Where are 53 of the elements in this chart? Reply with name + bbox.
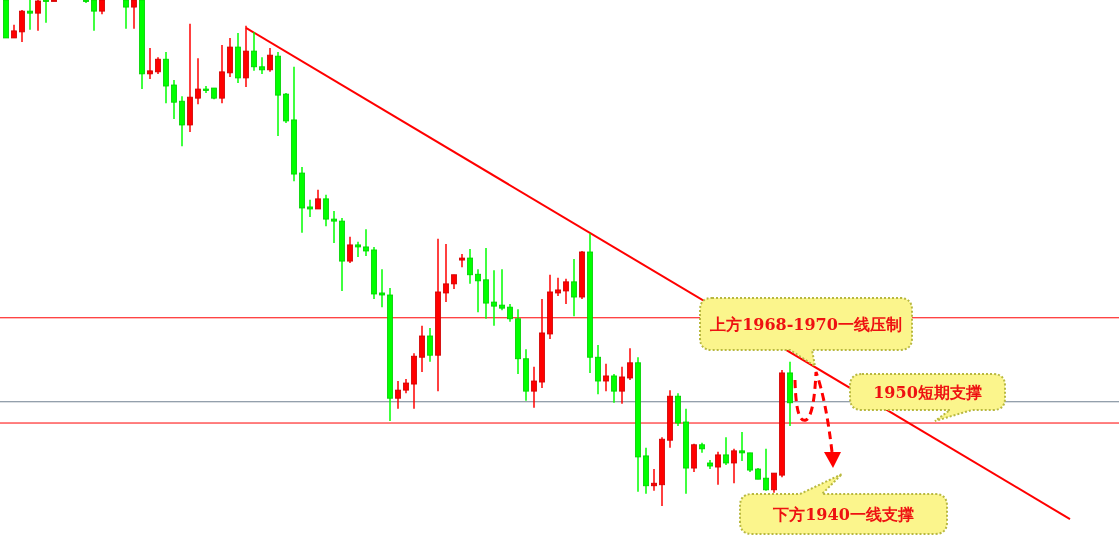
candlestick [123, 0, 129, 30]
candlestick [443, 243, 449, 303]
candlestick [427, 327, 433, 363]
candlestick [483, 247, 489, 320]
candlestick [323, 194, 329, 227]
candlestick [355, 241, 361, 258]
candlestick [259, 56, 265, 75]
candlestick [723, 436, 729, 466]
candlestick [347, 236, 353, 264]
candlestick [611, 373, 617, 404]
candlestick [35, 0, 41, 32]
candlestick [499, 268, 505, 311]
candlestick [267, 47, 273, 73]
candlestick [195, 57, 201, 105]
candlestick [91, 0, 97, 32]
candlestick [731, 448, 737, 484]
candlestick [739, 431, 745, 462]
candlestick [763, 448, 769, 492]
candlestick [691, 443, 697, 473]
candlestick [147, 47, 153, 80]
candlestick [315, 189, 321, 210]
candlestick [331, 210, 337, 244]
candlestick [459, 253, 465, 268]
candlestick [363, 228, 369, 257]
candlestick [171, 79, 177, 120]
candlestick [307, 199, 313, 218]
annotation: 上方1968-1970一线压制 [709, 314, 902, 334]
candlestick [251, 31, 257, 72]
candlestick [715, 451, 721, 486]
candlestick [563, 278, 569, 305]
candlestick [651, 468, 657, 492]
candlestick [419, 325, 425, 373]
candlestick [771, 472, 777, 494]
candlestick [747, 452, 753, 473]
candlestick [19, 9, 25, 43]
candlestick [379, 268, 385, 308]
candlestick [27, 0, 33, 31]
candlestick [179, 95, 185, 147]
candlestick [467, 248, 473, 285]
annotation: 1950短期支撑 [873, 382, 982, 402]
candlestick [619, 366, 625, 405]
candlestick [531, 366, 537, 409]
candlestick [603, 363, 609, 392]
candlestick [627, 347, 633, 381]
candlestick [491, 269, 497, 327]
candlestick [555, 277, 561, 297]
candlestick [595, 344, 601, 395]
annotation: 下方1940一线支撑 [772, 504, 914, 524]
candlestick [43, 0, 49, 24]
candlestick [395, 380, 401, 410]
candlestick [475, 268, 481, 313]
candlestick [131, 0, 137, 30]
candlestick [571, 258, 577, 317]
